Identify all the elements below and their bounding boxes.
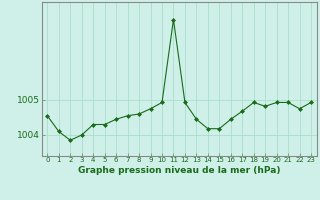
- X-axis label: Graphe pression niveau de la mer (hPa): Graphe pression niveau de la mer (hPa): [78, 166, 280, 175]
